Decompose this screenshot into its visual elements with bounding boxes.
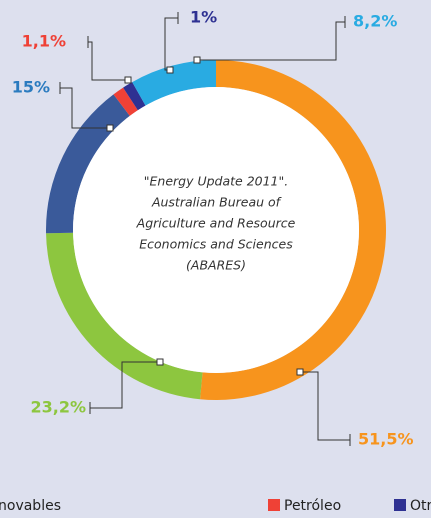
value-label: 1% — [190, 8, 217, 27]
leader-marker — [166, 66, 174, 74]
slice — [132, 60, 216, 106]
slice — [123, 82, 146, 111]
legend-label: Otros — [410, 498, 431, 514]
legend-swatch — [268, 499, 280, 511]
leader-marker — [106, 124, 114, 132]
value-label: 8,2% — [353, 12, 397, 31]
slice — [113, 87, 138, 116]
value-label: 1,1% — [22, 32, 66, 51]
leader-marker — [124, 76, 132, 84]
leader-marker — [296, 368, 304, 376]
leader-line — [300, 371, 350, 441]
leader-line — [197, 21, 345, 61]
annotation: "Energy Update 2011". — [144, 174, 288, 189]
leader-line — [88, 41, 128, 81]
slice — [46, 232, 203, 400]
leader-marker — [193, 56, 201, 64]
leader-line — [90, 361, 160, 409]
value-label: 23,2% — [30, 398, 86, 417]
annotation: (ABARES) — [186, 258, 246, 273]
leader-line — [164, 17, 178, 71]
value-label: 51,5% — [358, 430, 414, 449]
donut-hole — [73, 87, 359, 373]
leader-marker — [156, 358, 164, 366]
legend-label: Petróleo — [284, 498, 341, 514]
slice — [200, 60, 386, 400]
annotation: Economics and Sciences — [139, 237, 293, 252]
annotation: Agriculture and Resource — [136, 216, 296, 231]
leader-line — [60, 87, 110, 129]
legend-label: novables — [0, 498, 61, 514]
annotation: Australian Bureau of — [151, 195, 282, 210]
legend-swatch — [394, 499, 406, 511]
value-label: 15% — [12, 78, 50, 97]
